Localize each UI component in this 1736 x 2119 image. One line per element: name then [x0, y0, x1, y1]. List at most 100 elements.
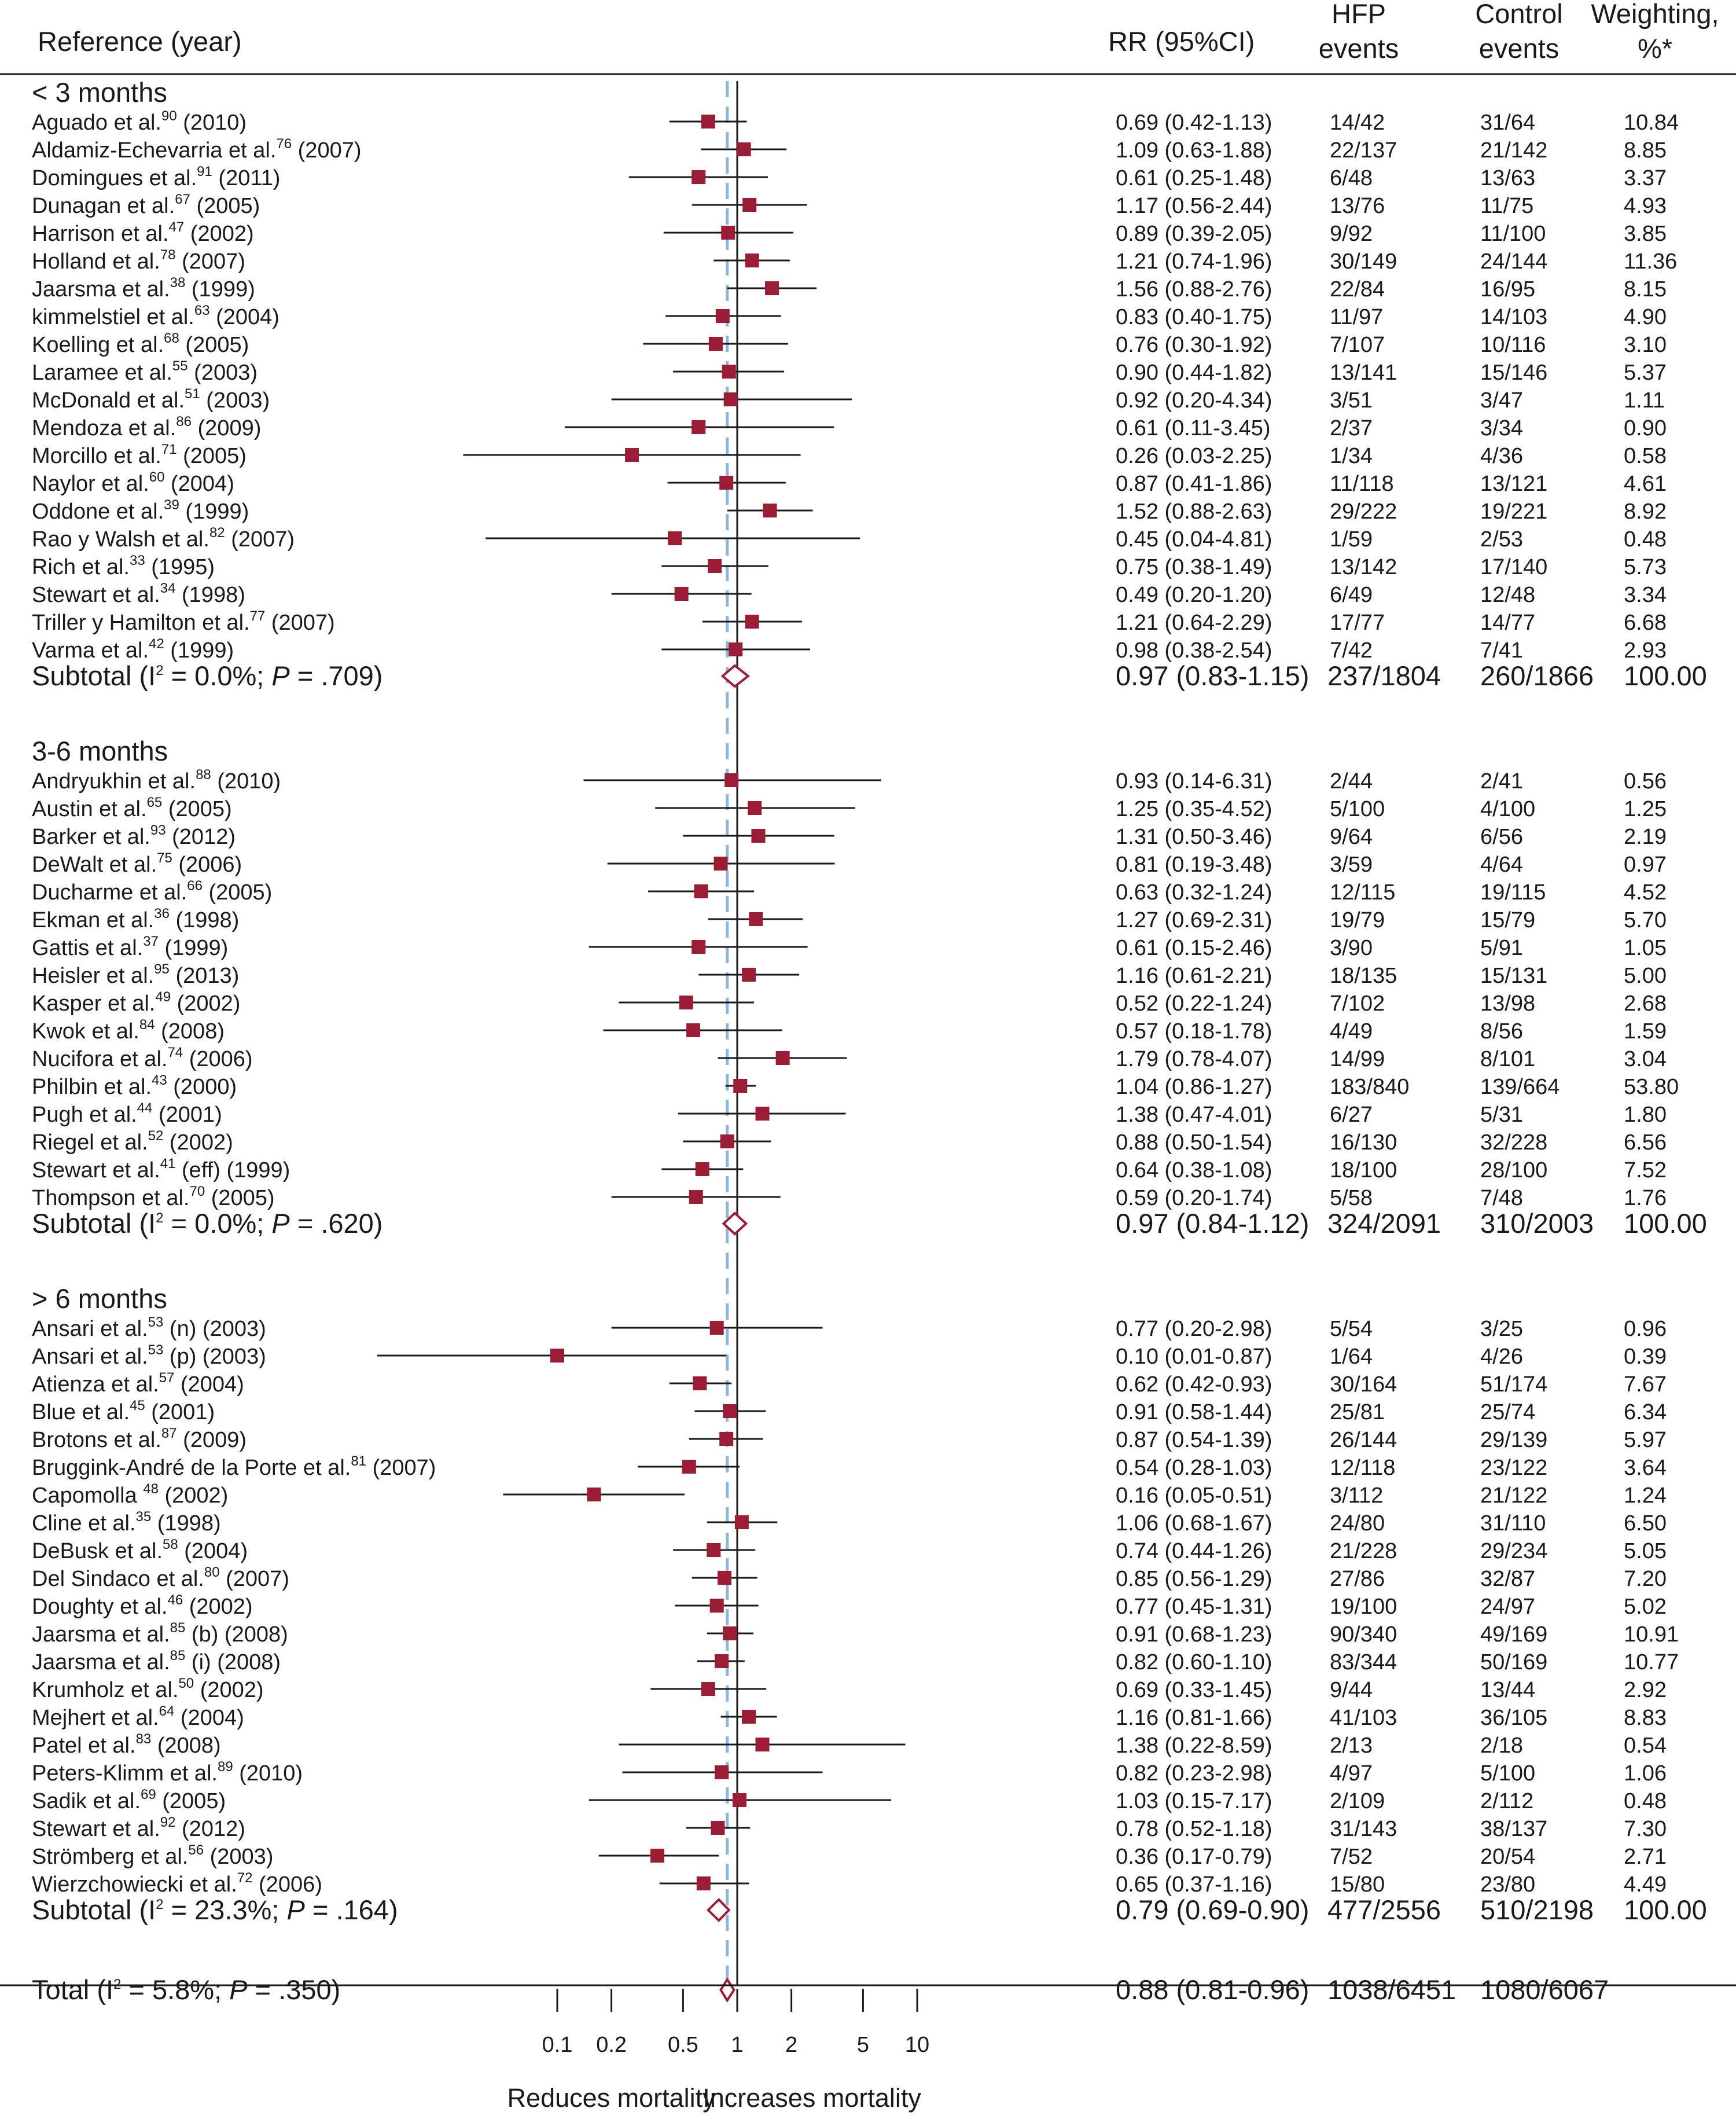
study-control-events: 29/234	[1480, 1539, 1547, 1563]
study-rr-ci: 0.85 (0.56-1.29)	[1116, 1567, 1272, 1591]
subgroup-title: < 3 months	[32, 77, 167, 108]
study-control-events: 2/18	[1480, 1734, 1523, 1758]
study-row: Bruggink-André de la Porte et al.81 (200…	[32, 1453, 1667, 1480]
study-hfp-events: 18/100	[1330, 1158, 1397, 1182]
study-row: Atienza et al.57 (2004) 0.62 (0.42-0.93) 3…	[32, 1370, 1667, 1397]
study-row: Morcillo et al.71 (2005) 0.26 (0.03-2.25)…	[32, 442, 1667, 468]
subtotal-weight: 100.00	[1624, 1894, 1707, 1925]
study-point-estimate	[550, 1349, 564, 1363]
study-weight: 10.77	[1624, 1650, 1679, 1674]
study-point-estimate	[742, 198, 757, 212]
study-label: Riegel et al.52 (2002)	[32, 1128, 233, 1155]
study-hfp-events: 5/100	[1330, 797, 1385, 821]
study-control-events: 2/112	[1480, 1789, 1533, 1813]
study-weight: 0.48	[1624, 527, 1667, 552]
study-weight: 0.56	[1624, 769, 1667, 794]
study-control-events: 13/44	[1480, 1678, 1535, 1702]
study-weight: 11.36	[1624, 249, 1677, 274]
study-control-events: 3/25	[1480, 1317, 1523, 1341]
increases-mortality-label: Increases mortality	[703, 2083, 921, 2113]
study-control-events: 14/103	[1480, 305, 1547, 329]
study-control-events: 3/47	[1480, 388, 1523, 413]
study-weight: 8.85	[1624, 138, 1667, 163]
study-point-estimate	[775, 1051, 790, 1065]
study-control-events: 12/48	[1480, 583, 1535, 607]
study-rr-ci: 0.82 (0.60-1.10)	[1116, 1650, 1272, 1674]
study-label: Morcillo et al.71 (2005)	[32, 442, 247, 468]
study-row: Ansari et al.53 (p) (2003) 0.10 (0.01-0.8…	[32, 1342, 1667, 1369]
study-label: Strömberg et al.56 (2003)	[32, 1842, 273, 1869]
study-point-estimate	[713, 857, 728, 871]
study-rr-ci: 0.52 (0.22-1.24)	[1116, 991, 1272, 1016]
study-label: Patel et al.83 (2008)	[32, 1731, 221, 1758]
study-rr-ci: 0.10 (0.01-0.87)	[1116, 1345, 1272, 1369]
study-rr-ci: 0.74 (0.44-1.26)	[1116, 1539, 1272, 1563]
subtotal-hfp-events: 237/1804	[1327, 660, 1441, 691]
study-hfp-events: 3/51	[1330, 388, 1373, 413]
x-axis-tick-label: 0.2	[596, 2033, 627, 2057]
study-control-events: 14/77	[1480, 611, 1535, 635]
study-hfp-events: 41/103	[1330, 1706, 1397, 1730]
study-weight: 8.15	[1624, 277, 1667, 302]
study-point-estimate	[686, 1023, 701, 1037]
study-hfp-events: 90/340	[1330, 1622, 1397, 1647]
study-label: Kwok et al.84 (2008)	[32, 1017, 225, 1044]
study-label: Nucifora et al.74 (2006)	[32, 1045, 253, 1071]
study-row: Koelling et al.68 (2005) 0.76 (0.30-1.92)…	[32, 330, 1667, 357]
study-rr-ci: 0.81 (0.19-3.48)	[1116, 853, 1272, 877]
study-point-estimate	[650, 1849, 665, 1863]
study-hfp-events: 12/118	[1330, 1456, 1395, 1480]
study-label: Rich et al.33 (1995)	[32, 553, 215, 579]
study-label: Philbin et al.43 (2000)	[32, 1073, 237, 1099]
study-rr-ci: 1.21 (0.74-1.96)	[1116, 249, 1272, 274]
study-control-events: 17/140	[1480, 555, 1547, 579]
study-weight: 3.64	[1624, 1456, 1667, 1480]
study-label: Bruggink-André de la Porte et al.81 (200…	[32, 1453, 436, 1480]
study-label: Del Sindaco et al.80 (2007)	[32, 1565, 289, 1591]
study-rr-ci: 1.06 (0.68-1.67)	[1116, 1511, 1272, 1536]
study-control-events: 23/80	[1480, 1872, 1535, 1897]
study-point-estimate	[692, 420, 706, 434]
study-rr-ci: 0.77 (0.45-1.31)	[1116, 1595, 1272, 1619]
study-control-events: 13/98	[1480, 991, 1535, 1016]
study-rr-ci: 0.83 (0.40-1.75)	[1116, 305, 1272, 329]
study-weight: 0.39	[1624, 1345, 1667, 1369]
study-control-events: 5/91	[1480, 936, 1523, 960]
study-row: Kasper et al.49 (2002) 0.52 (0.22-1.24) 7/…	[32, 989, 1667, 1016]
study-row: Blue et al.45 (2001) 0.91 (0.58-1.44) 25/8…	[32, 1398, 1667, 1424]
header-reference: Reference (year)	[38, 26, 242, 57]
total-rr-ci: 0.88 (0.81-0.96)	[1116, 1974, 1309, 2005]
study-weight: 5.70	[1624, 908, 1667, 932]
study-rr-ci: 1.03 (0.15-7.17)	[1116, 1789, 1272, 1813]
subtotal-row: Subtotal (I2 = 0.0%; P = .709) 0.97 (0.83…	[32, 660, 1707, 691]
study-control-events: 8/101	[1480, 1047, 1535, 1071]
study-rr-ci: 0.69 (0.33-1.45)	[1116, 1678, 1272, 1702]
study-hfp-events: 15/80	[1330, 1872, 1385, 1897]
study-rr-ci: 1.38 (0.47-4.01)	[1116, 1103, 1272, 1127]
study-point-estimate	[693, 1376, 707, 1390]
study-control-events: 11/100	[1480, 222, 1546, 246]
study-label: Austin et al.65 (2005)	[32, 795, 232, 821]
study-row: Harrison et al.47 (2002) 0.89 (0.39-2.05)…	[32, 219, 1667, 246]
study-label: Mejhert et al.64 (2004)	[32, 1703, 244, 1730]
study-hfp-events: 2/37	[1330, 416, 1373, 440]
study-row: Strömberg et al.56 (2003) 0.36 (0.17-0.79…	[32, 1842, 1667, 1869]
study-rr-ci: 1.79 (0.78-4.07)	[1116, 1047, 1272, 1071]
study-control-events: 13/63	[1480, 166, 1535, 190]
header-control-line1: Control	[1475, 0, 1563, 29]
study-weight: 5.73	[1624, 555, 1667, 579]
study-row: Krumholz et al.50 (2002) 0.69 (0.33-1.45)…	[32, 1676, 1667, 1702]
study-label: Gattis et al.37 (1999)	[32, 934, 228, 960]
subtotal-label: Subtotal (I2 = 0.0%; P = .709)	[32, 660, 382, 691]
study-label: Stewart et al.92 (2012)	[32, 1815, 245, 1841]
subtotal-hfp-events: 324/2091	[1327, 1208, 1441, 1239]
study-control-events: 19/221	[1480, 500, 1547, 524]
study-rr-ci: 0.75 (0.38-1.49)	[1116, 555, 1272, 579]
study-point-estimate	[720, 1134, 734, 1148]
study-control-events: 4/64	[1480, 853, 1523, 877]
study-label: McDonald et al.51 (2003)	[32, 386, 270, 413]
study-label: Stewart et al.41 (eff) (1999)	[32, 1156, 290, 1182]
study-label: DeWalt et al.75 (2006)	[32, 850, 242, 877]
x-axis-tick-label: 10	[905, 2033, 929, 2057]
